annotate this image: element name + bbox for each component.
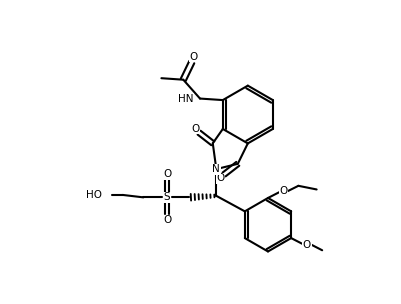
Text: N: N [212, 164, 220, 174]
Text: HN: HN [177, 94, 193, 104]
Text: O: O [278, 186, 287, 196]
Text: O: O [162, 216, 171, 226]
Text: S: S [163, 192, 170, 202]
Text: O: O [162, 169, 171, 179]
Text: O: O [189, 52, 197, 62]
Text: O: O [302, 240, 310, 250]
Text: O: O [190, 124, 199, 134]
Text: HO: HO [86, 190, 102, 200]
Text: O: O [215, 173, 224, 183]
